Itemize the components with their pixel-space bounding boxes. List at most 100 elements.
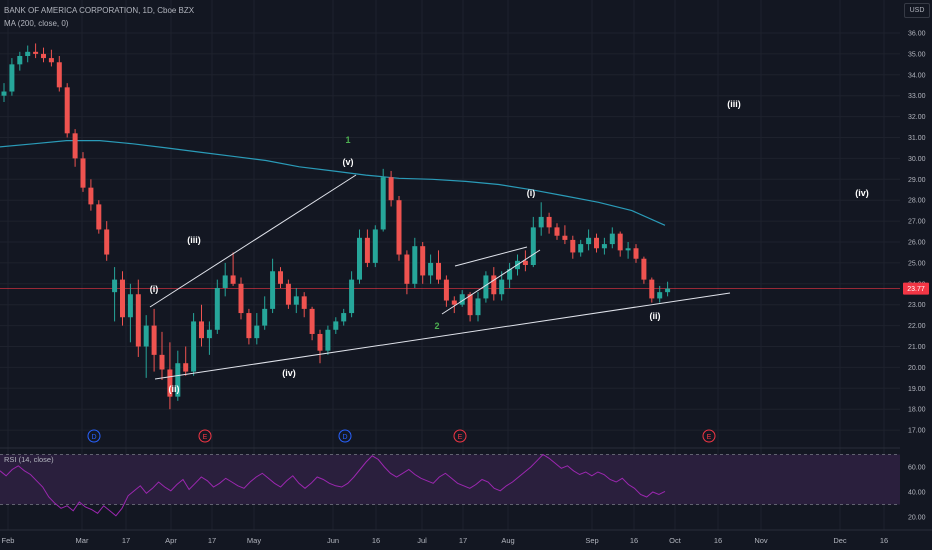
price-tick-label: 18.00 (908, 407, 926, 414)
last-price-tag (903, 282, 929, 295)
candle-body (609, 233, 615, 245)
candle-body (238, 283, 244, 314)
time-tick-label: Jul (417, 536, 427, 545)
time-tick-label: Apr (165, 536, 177, 545)
candle-body (9, 64, 15, 92)
time-tick-label: Jun (327, 536, 339, 545)
price-tick-label: 35.00 (908, 51, 926, 58)
dividend-marker[interactable]: D (87, 429, 101, 443)
time-tick-label: 16 (372, 536, 380, 545)
candle-body (459, 294, 465, 305)
candle-body (546, 216, 552, 228)
candle-body (483, 275, 489, 299)
candle-body (309, 308, 315, 334)
rsi-tick-label: 40.00 (908, 490, 926, 497)
ma-legend[interactable]: MA (200, close, 0) (4, 19, 69, 28)
trend-line (454, 246, 528, 267)
wave-label: 1 (345, 135, 350, 145)
price-tick-label: 17.00 (908, 428, 926, 435)
candle-body (349, 279, 355, 314)
candle-body (436, 262, 441, 280)
candle-body (167, 369, 173, 397)
candle-body (625, 248, 631, 251)
candle-body (333, 321, 339, 330)
price-tick-label: 29.00 (908, 177, 926, 184)
wave-label: (ii) (650, 311, 661, 321)
price-tick-label: 34.00 (908, 72, 926, 79)
time-axis[interactable]: Feb Mar 17 Apr 17 May Jun 16 Jul 17 Aug Sep 16 Oct 16 N… (0, 529, 932, 545)
time-tick-label: Sep (585, 536, 598, 545)
earnings-marker[interactable]: E (702, 429, 716, 443)
wave-label: (iii) (727, 99, 741, 109)
candlestick-series (1, 43, 671, 410)
candle-body (301, 296, 307, 309)
price-tick-label: 19.00 (908, 386, 926, 393)
candle-body (364, 237, 370, 263)
candle-body (594, 237, 599, 249)
time-tick-label: 16 (714, 536, 722, 545)
candle-body (1, 91, 7, 96)
candle-body (135, 294, 141, 347)
wave-label: (iii) (187, 235, 201, 245)
time-tick-label: 16 (880, 536, 888, 545)
rsi-pane (0, 447, 932, 517)
time-tick-label: 17 (122, 536, 130, 545)
time-tick-label: Nov (754, 536, 768, 545)
wave-labels: (i) (ii) (iii) (iv) (v) 1 2 (i) (ii) (iii) (iv) (150, 99, 869, 394)
candle-body (317, 333, 323, 351)
rsi-tick-label: 20.00 (908, 515, 926, 522)
candle-body (293, 296, 299, 305)
wave-label: (i) (527, 188, 536, 198)
candle-body (554, 227, 560, 236)
candle-body (222, 275, 228, 288)
candle-body (254, 325, 260, 339)
marker-letter: D (91, 434, 96, 441)
price-tick-label: 27.00 (908, 219, 926, 226)
wave-label: (ii) (169, 384, 180, 394)
time-tick-label: 17 (208, 536, 216, 545)
marker-circle (198, 429, 212, 443)
marker-letter: E (458, 434, 463, 441)
candle-body (380, 177, 386, 230)
candle-body (633, 248, 639, 259)
candle-body (96, 204, 102, 230)
candle-body (578, 244, 584, 253)
trend-lines (149, 174, 731, 380)
candle-body (522, 260, 528, 265)
price-tick-label: 26.00 (908, 240, 926, 247)
time-tick-label: Aug (501, 536, 514, 545)
marker-letter: E (203, 434, 208, 441)
symbol-title: BANK OF AMERICA CORPORATION, 1D, Cboe BZ… (4, 6, 195, 15)
candle-body (151, 325, 157, 355)
rsi-legend[interactable]: RSI (14, close) (4, 455, 54, 464)
candle-body (530, 227, 536, 265)
candle-body (325, 329, 331, 351)
currency-button[interactable]: USD (904, 3, 930, 18)
candle-body (143, 325, 149, 347)
time-tick-label: May (247, 536, 261, 545)
rsi-band (0, 454, 900, 505)
price-tick-label: 20.00 (908, 365, 926, 372)
dividend-marker[interactable]: D (338, 429, 352, 443)
earnings-marker[interactable]: E (198, 429, 212, 443)
candle-body (262, 308, 268, 326)
candle-body (206, 329, 212, 339)
trend-line (441, 249, 541, 315)
candle-body (104, 229, 110, 255)
candle-body (41, 53, 46, 59)
candle-body (372, 229, 378, 263)
price-tick-label: 32.00 (908, 114, 926, 121)
time-tick-label: Feb (2, 536, 15, 545)
earnings-marker[interactable]: E (453, 429, 467, 443)
candle-body (475, 298, 481, 316)
time-tick-label: Dec (833, 536, 847, 545)
marker-letter: E (707, 434, 712, 441)
trend-line (149, 174, 357, 308)
candle-body (467, 294, 473, 316)
candle-body (270, 271, 276, 309)
price-axis[interactable]: 36.00 35.00 34.00 33.00 32.00 31.00 30.00 29.00… (900, 0, 932, 530)
chart-grid (0, 0, 900, 530)
ma-200-line (0, 140, 666, 226)
